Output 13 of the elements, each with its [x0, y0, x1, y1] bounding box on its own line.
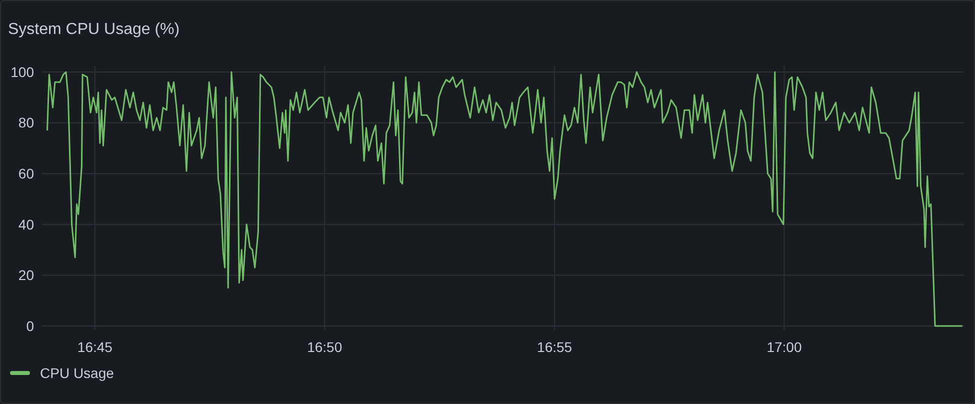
- line-series: [46, 71, 964, 327]
- chart-title: System CPU Usage (%): [8, 21, 180, 38]
- y-tick-label: 100: [10, 64, 34, 80]
- y-tick-label: 60: [18, 166, 34, 182]
- x-tick-label: 16:50: [307, 339, 342, 355]
- y-tick-label: 80: [18, 114, 34, 131]
- x-tick-label: 17:00: [766, 339, 802, 355]
- x-tick-label: 16:45: [77, 339, 113, 355]
- y-tick-label: 0: [26, 318, 34, 334]
- y-tick-label: 40: [18, 216, 34, 232]
- x-tick-label: 16:55: [537, 339, 572, 355]
- y-tick-label: 20: [18, 267, 34, 284]
- legend-label: CPU Usage: [40, 364, 114, 381]
